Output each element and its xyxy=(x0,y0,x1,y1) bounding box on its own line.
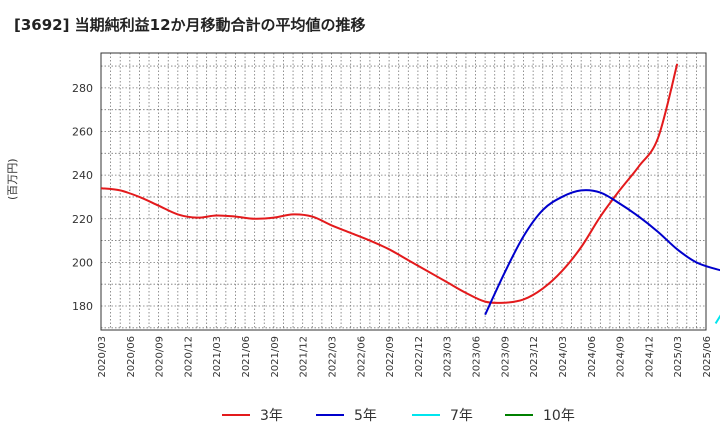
x-tick-label: 2021/12 xyxy=(299,336,310,378)
x-tick-label: 2021/09 xyxy=(270,336,281,378)
y-tick-label: 240 xyxy=(72,169,93,182)
x-tick-label: 2022/12 xyxy=(414,336,425,378)
x-tick-label: 2020/06 xyxy=(126,336,137,378)
x-tick-label: 2023/06 xyxy=(472,336,483,378)
legend-label-7y: 7年 xyxy=(450,408,473,424)
x-tick-label: 2024/06 xyxy=(587,336,598,378)
y-tick-label: 220 xyxy=(72,213,93,226)
x-tick-label: 2020/03 xyxy=(97,336,108,378)
legend-swatch-3y xyxy=(222,414,250,416)
legend-item-3y: 3年 xyxy=(222,403,283,427)
x-tick-label: 2022/03 xyxy=(327,336,338,378)
y-tick-label: 180 xyxy=(72,300,93,313)
y-tick-label: 260 xyxy=(72,126,93,139)
x-tick-label: 2024/03 xyxy=(558,336,569,378)
y-tick-label: 200 xyxy=(72,256,93,269)
x-tick-label: 2021/03 xyxy=(212,336,223,378)
y-tick-label: 280 xyxy=(72,82,93,95)
series-line-2 xyxy=(714,314,720,324)
x-tick-label: 2022/06 xyxy=(356,336,367,378)
legend-label-5y: 5年 xyxy=(354,408,377,424)
x-tick-label: 2023/12 xyxy=(529,336,540,378)
plot-frame xyxy=(100,52,707,331)
legend-swatch-10y xyxy=(505,414,533,416)
x-tick-label: 2020/09 xyxy=(155,336,166,378)
legend-item-5y: 5年 xyxy=(316,403,377,427)
x-tick-label: 2023/03 xyxy=(443,336,454,378)
legend-item-7y: 7年 xyxy=(412,403,473,427)
x-tick-label: 2020/12 xyxy=(183,336,194,378)
x-tick-label: 2021/06 xyxy=(241,336,252,378)
x-tick-label: 2024/09 xyxy=(616,336,627,378)
plot-area xyxy=(101,53,706,330)
legend-item-10y: 10年 xyxy=(505,403,575,427)
legend: 3年 5年 7年 10年 xyxy=(0,403,720,427)
series-line-1 xyxy=(484,189,720,316)
legend-label-10y: 10年 xyxy=(543,408,575,424)
legend-swatch-7y xyxy=(412,414,440,416)
legend-label-3y: 3年 xyxy=(260,408,283,424)
series-line-0 xyxy=(100,63,679,304)
legend-swatch-5y xyxy=(316,414,344,416)
x-tick-label: 2025/06 xyxy=(702,336,713,378)
x-tick-label: 2023/09 xyxy=(500,336,511,378)
x-tick-label: 2025/03 xyxy=(673,336,684,378)
x-tick-label: 2024/12 xyxy=(644,336,655,378)
x-tick-label: 2022/09 xyxy=(385,336,396,378)
chart-title: [3692] 当期純利益12か月移動合計の平均値の推移 xyxy=(14,16,366,34)
